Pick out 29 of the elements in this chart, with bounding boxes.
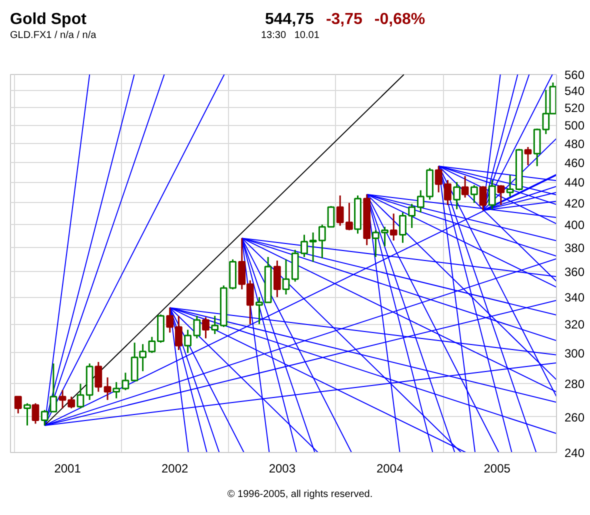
text: © 1996-2005, all rights reserved.: [226, 488, 374, 502]
text: 13:30 10.01: [261, 29, 320, 43]
y-tick-label: 260: [564, 410, 585, 424]
y-tick-label: 440: [564, 176, 585, 190]
y-tick-label: 560: [564, 68, 585, 82]
text: 544,75: [265, 11, 314, 28]
y-tick-label: 240: [564, 446, 585, 460]
x-tick-label: 2002: [162, 462, 189, 476]
y-tick-label: 500: [564, 118, 585, 133]
text: -0,68%: [374, 11, 426, 28]
text: -3,75: [326, 11, 362, 28]
y-tick-label: 520: [564, 101, 585, 116]
y-tick-label: 460: [564, 156, 585, 170]
y-tick-label: 400: [564, 218, 585, 232]
chart-subtitle: GLD.FX1 / n/a / n/a: [10, 29, 96, 43]
y-tick-label: 340: [564, 290, 585, 305]
y-tick-label: 420: [564, 196, 585, 210]
x-tick-label: 2003: [268, 462, 296, 476]
y-tick-label: 380: [564, 240, 585, 255]
y-tick-label: 280: [564, 377, 585, 392]
x-tick-label: 2005: [484, 462, 511, 476]
y-tick-label: 480: [564, 136, 585, 151]
y-tick-label: 360: [564, 265, 585, 280]
y-tick-label: 540: [564, 84, 585, 98]
chart-title: Gold Spot: [10, 10, 86, 30]
x-tick-label: 2004: [376, 462, 404, 476]
y-tick-label: 300: [564, 346, 585, 360]
y-tick-label: 320: [564, 318, 585, 332]
x-tick-label: 2001: [54, 462, 82, 476]
